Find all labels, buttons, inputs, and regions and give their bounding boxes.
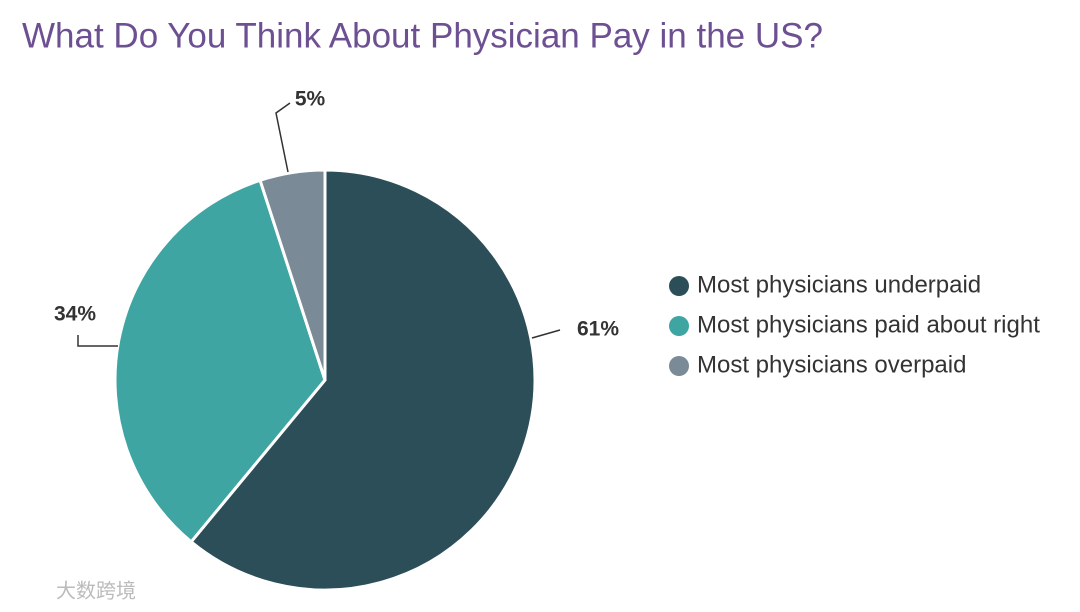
watermark: 大数跨境 (56, 579, 136, 602)
leader-line (77, 335, 118, 347)
legend-label: Most physicians overpaid (697, 351, 966, 378)
value-label: 5% (295, 88, 326, 111)
value-label: 61% (577, 318, 619, 341)
pie-slice (258, 168, 327, 381)
chart-title: What Do You Think About Physician Pay in… (22, 16, 823, 55)
leader-line (275, 102, 291, 173)
value-label: 34% (54, 303, 96, 326)
pie-slice (113, 178, 327, 544)
legend-swatch (669, 356, 689, 376)
legend-swatch (669, 276, 689, 296)
legend-swatch (669, 316, 689, 336)
leader-line (531, 329, 561, 339)
pie-slice (189, 168, 537, 592)
legend-label: Most physicians underpaid (697, 271, 981, 298)
legend-label: Most physicians paid about right (697, 311, 1040, 338)
